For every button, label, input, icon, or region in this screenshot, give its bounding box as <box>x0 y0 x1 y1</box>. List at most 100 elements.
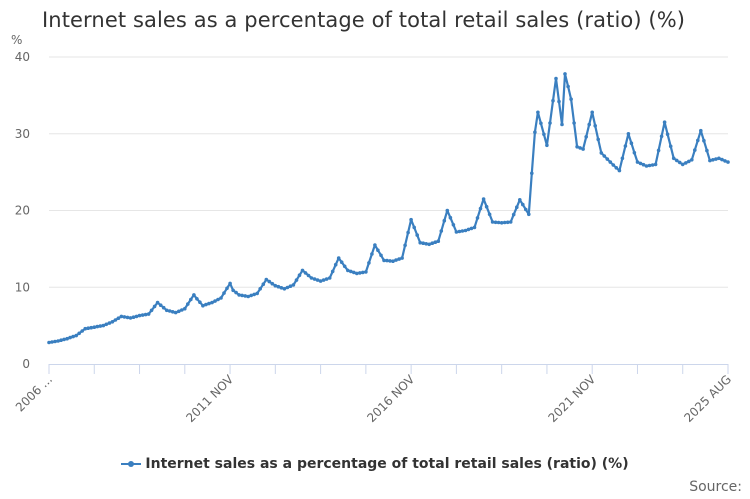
data-point[interactable] <box>436 239 441 243</box>
data-point[interactable] <box>687 159 691 164</box>
data-point[interactable] <box>530 171 534 176</box>
data-point[interactable] <box>385 258 389 263</box>
data-point[interactable] <box>418 240 423 245</box>
data-point[interactable] <box>536 110 540 115</box>
data-point[interactable] <box>258 287 263 291</box>
data-point[interactable] <box>394 258 398 262</box>
data-point[interactable] <box>693 148 697 152</box>
data-point[interactable] <box>104 322 109 327</box>
data-point[interactable] <box>276 284 281 289</box>
data-point[interactable] <box>593 124 597 128</box>
data-point[interactable] <box>321 278 326 282</box>
data-point[interactable] <box>346 268 350 273</box>
data-point[interactable] <box>524 207 528 212</box>
data-point[interactable] <box>373 243 377 247</box>
data-point[interactable] <box>521 202 525 207</box>
data-point[interactable] <box>183 306 187 311</box>
data-point[interactable] <box>641 162 646 167</box>
data-point[interactable] <box>511 212 516 217</box>
data-point[interactable] <box>635 160 640 164</box>
data-point[interactable] <box>680 162 685 167</box>
data-point[interactable] <box>439 229 444 233</box>
data-point[interactable] <box>110 320 115 324</box>
data-point[interactable] <box>249 293 253 298</box>
data-point[interactable] <box>668 144 673 149</box>
data-point[interactable] <box>198 300 202 305</box>
data-point[interactable] <box>542 132 546 137</box>
data-point[interactable] <box>364 270 368 274</box>
data-point[interactable] <box>696 138 700 143</box>
data-point[interactable] <box>201 303 205 308</box>
data-point[interactable] <box>702 138 706 143</box>
data-point[interactable] <box>303 271 308 275</box>
data-point[interactable] <box>80 329 84 333</box>
data-point[interactable] <box>478 206 483 211</box>
data-point[interactable] <box>279 286 284 290</box>
data-point[interactable] <box>391 259 395 264</box>
data-point[interactable] <box>496 220 501 225</box>
data-point[interactable] <box>493 220 498 225</box>
data-point[interactable] <box>629 141 634 145</box>
data-point[interactable] <box>487 212 492 217</box>
data-point[interactable] <box>152 304 157 309</box>
data-point[interactable] <box>282 287 287 291</box>
data-point[interactable] <box>336 256 341 260</box>
data-point[interactable] <box>659 134 664 139</box>
data-point[interactable] <box>545 143 549 148</box>
data-point[interactable] <box>50 340 54 344</box>
data-point[interactable] <box>454 230 459 234</box>
data-point[interactable] <box>246 294 250 299</box>
data-point[interactable] <box>448 215 453 220</box>
data-point[interactable] <box>352 270 356 275</box>
data-point[interactable] <box>83 326 87 331</box>
data-point[interactable] <box>167 309 172 313</box>
data-point[interactable] <box>164 308 169 313</box>
data-point[interactable] <box>86 326 90 331</box>
data-point[interactable] <box>225 286 229 291</box>
data-point[interactable] <box>119 314 124 319</box>
data-point[interactable] <box>192 293 196 297</box>
data-point[interactable] <box>539 121 543 126</box>
data-point[interactable] <box>575 145 579 149</box>
data-point[interactable] <box>708 158 712 163</box>
data-point[interactable] <box>463 228 468 233</box>
data-point[interactable] <box>699 128 703 133</box>
data-point[interactable] <box>376 248 380 252</box>
data-point[interactable] <box>581 147 585 151</box>
data-point[interactable] <box>551 98 555 103</box>
data-point[interactable] <box>723 159 727 163</box>
data-point[interactable] <box>237 293 241 297</box>
data-point[interactable] <box>472 225 477 230</box>
data-point[interactable] <box>623 144 628 148</box>
data-point[interactable] <box>77 331 81 336</box>
data-point[interactable] <box>270 281 275 286</box>
data-point[interactable] <box>518 198 522 202</box>
data-point[interactable] <box>339 260 344 265</box>
data-point[interactable] <box>173 310 178 315</box>
data-point[interactable] <box>186 302 190 306</box>
data-point[interactable] <box>388 259 392 263</box>
data-point[interactable] <box>608 160 613 164</box>
data-point[interactable] <box>605 157 610 161</box>
data-point[interactable] <box>611 163 616 167</box>
data-point[interactable] <box>614 166 619 170</box>
data-point[interactable] <box>656 148 661 153</box>
data-point[interactable] <box>533 130 537 134</box>
data-point[interactable] <box>650 163 655 167</box>
data-point[interactable] <box>216 297 220 302</box>
data-point[interactable] <box>140 313 145 317</box>
data-point[interactable] <box>469 226 474 231</box>
data-point[interactable] <box>122 315 127 319</box>
data-point[interactable] <box>71 334 75 339</box>
data-point[interactable] <box>47 340 51 345</box>
data-point[interactable] <box>306 273 311 278</box>
data-point[interactable] <box>563 72 567 76</box>
data-point[interactable] <box>584 135 588 139</box>
data-point[interactable] <box>569 97 573 101</box>
data-point[interactable] <box>143 312 148 317</box>
data-point[interactable] <box>460 229 465 233</box>
data-point[interactable] <box>231 288 235 293</box>
data-point[interactable] <box>234 290 238 295</box>
data-point[interactable] <box>264 277 269 282</box>
legend-item[interactable]: Internet sales as a percentage of total … <box>0 456 750 472</box>
